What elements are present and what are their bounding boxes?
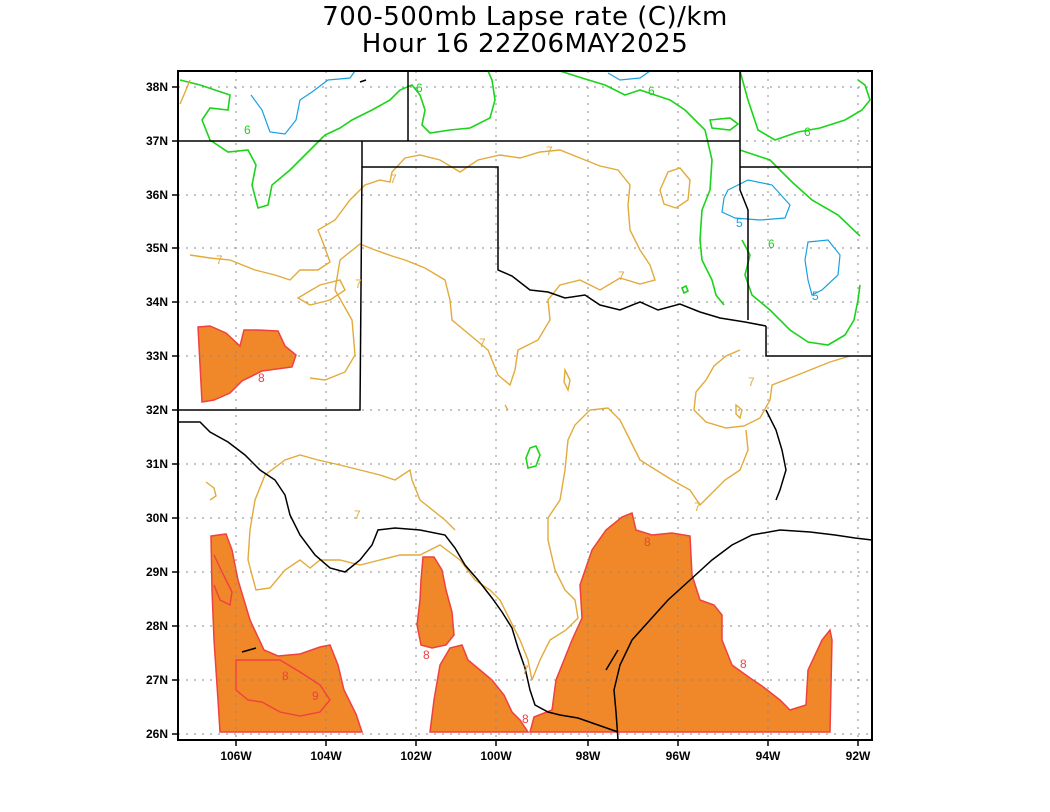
label-7-a: 7 <box>390 172 397 186</box>
fill-region-south-texas <box>529 511 833 733</box>
y-tick-label: 33N <box>146 349 168 363</box>
label-7-f: 7 <box>479 336 486 350</box>
label-7-d: 7 <box>355 277 362 291</box>
y-tick-label: 28N <box>146 619 168 633</box>
x-tick-label: 96W <box>666 749 691 763</box>
label-8-c: 8 <box>423 648 430 662</box>
contour-labels: 5 5 6 6 6 6 6 7 7 7 7 7 7 7 7 7 7 8 8 8 … <box>216 81 819 726</box>
axis-ticks <box>172 86 859 746</box>
label-9-a: 9 <box>312 689 319 703</box>
label-6-e: 6 <box>768 237 775 251</box>
y-tick-label: 34N <box>146 295 168 309</box>
y-tick-label: 36N <box>146 188 168 202</box>
label-8-b: 8 <box>644 535 651 549</box>
label-6-b: 6 <box>416 81 423 95</box>
label-8-a: 8 <box>258 371 265 385</box>
x-tick-label: 104W <box>310 749 342 763</box>
y-axis-labels: 38N 37N 36N 35N 34N 33N 32N 31N 30N 29N … <box>146 80 168 741</box>
y-tick-label: 38N <box>146 80 168 94</box>
fill-region-nm-south <box>197 325 297 403</box>
label-7-i: 7 <box>694 500 701 514</box>
y-tick-label: 26N <box>146 727 168 741</box>
lapse-fill-regions <box>197 325 833 733</box>
fill-region-mexico-central <box>429 644 530 733</box>
y-tick-label: 35N <box>146 241 168 255</box>
x-tick-label: 98W <box>576 749 601 763</box>
label-5-a: 5 <box>736 216 743 230</box>
x-tick-label: 94W <box>756 749 781 763</box>
label-8-f: 8 <box>522 712 529 726</box>
x-tick-label: 106W <box>220 749 252 763</box>
label-6-d: 6 <box>804 125 811 139</box>
fill-region-mexico-west <box>210 533 364 733</box>
contour-6 <box>179 71 871 469</box>
label-7-h: 7 <box>354 508 361 522</box>
x-axis-labels: 106W 104W 102W 100W 98W 96W 94W 92W <box>220 749 871 763</box>
label-8-e: 8 <box>740 657 747 671</box>
label-7-j: 7 <box>522 663 529 677</box>
nm-tx-border <box>361 141 767 327</box>
grid-lines <box>178 71 872 740</box>
contour-7 <box>179 79 851 681</box>
y-tick-label: 27N <box>146 673 168 687</box>
state-boundaries <box>178 71 872 740</box>
y-tick-label: 37N <box>146 134 168 148</box>
gulf-coastline <box>613 529 872 740</box>
y-tick-label: 30N <box>146 511 168 525</box>
x-tick-label: 102W <box>400 749 432 763</box>
label-7-b: 7 <box>546 144 553 158</box>
label-7-g: 7 <box>748 375 755 389</box>
map-frame <box>177 70 873 741</box>
label-6-c: 6 <box>648 84 655 98</box>
label-7-c: 7 <box>216 253 223 267</box>
map-subtitle: Hour 16 22Z06MAY2025 <box>361 29 689 59</box>
contour-8 <box>213 554 331 717</box>
x-tick-label: 100W <box>480 749 512 763</box>
map-title: 700-500mb Lapse rate (C)/km <box>322 2 728 32</box>
rio-grande-border <box>178 421 619 733</box>
y-tick-label: 32N <box>146 403 168 417</box>
label-7-e: 7 <box>618 269 625 283</box>
y-tick-label: 31N <box>146 457 168 471</box>
contour-5 <box>250 71 841 296</box>
y-tick-label: 29N <box>146 565 168 579</box>
label-5-b: 5 <box>812 289 819 303</box>
label-8-d: 8 <box>282 669 289 683</box>
x-tick-label: 92W <box>846 749 871 763</box>
label-6-a: 6 <box>244 123 251 137</box>
fill-region-rio-grande <box>416 556 455 649</box>
